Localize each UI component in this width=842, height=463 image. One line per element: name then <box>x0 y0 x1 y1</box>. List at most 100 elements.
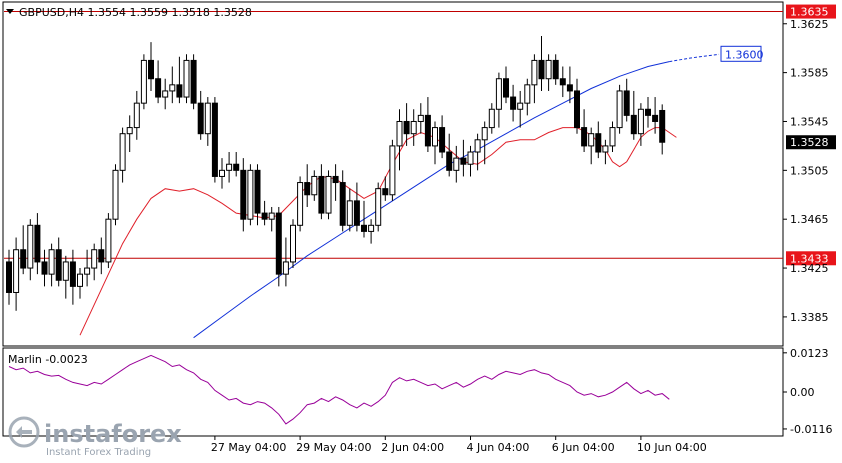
candle-50 <box>361 200 367 238</box>
candle-23 <box>169 66 176 104</box>
candle-body <box>581 127 588 147</box>
candle-68 <box>488 103 495 134</box>
candle-body <box>311 175 318 196</box>
candle-body <box>588 133 595 147</box>
level-label-bg-0 <box>786 4 836 19</box>
candle-70 <box>503 66 509 104</box>
candle-body <box>474 139 481 153</box>
candle-body <box>282 261 289 275</box>
candle-66 <box>474 133 481 171</box>
candle-91 <box>652 97 659 134</box>
level-label-0: 1.3635 <box>790 6 829 19</box>
candle-84 <box>602 139 609 165</box>
marlin-tick-label-2: -0.0116 <box>790 423 832 436</box>
candle-36 <box>261 200 268 226</box>
candle-52 <box>375 182 382 232</box>
candle-body <box>503 78 509 98</box>
candle-73 <box>524 78 531 116</box>
candle-71 <box>510 84 517 122</box>
candle-body <box>538 59 545 80</box>
candle-body <box>552 59 559 80</box>
chart-menu-triangle-icon[interactable] <box>6 9 14 14</box>
marlin-tick-label-0: 0.0123 <box>790 347 829 360</box>
candle-body <box>62 261 69 281</box>
candle-25 <box>183 54 190 104</box>
candle-body <box>446 151 453 171</box>
candle-34 <box>247 164 254 226</box>
candle-body <box>261 212 268 220</box>
candle-47 <box>339 170 346 232</box>
candle-62 <box>446 133 453 177</box>
candle-27 <box>197 90 204 140</box>
candle-body <box>403 120 410 135</box>
candle-17 <box>126 115 133 153</box>
current-price-label-bg <box>786 135 836 150</box>
candle-body <box>112 169 119 220</box>
candle-43 <box>311 170 318 201</box>
level-label-1: 1.3433 <box>790 252 829 265</box>
candle-body <box>247 169 254 220</box>
candle-80 <box>574 78 580 134</box>
candle-body <box>297 182 304 226</box>
candle-body <box>574 90 580 129</box>
candle-54 <box>389 139 396 201</box>
candle-88 <box>630 90 637 140</box>
candle-body <box>481 127 488 141</box>
candle-body <box>602 145 609 153</box>
candle-49 <box>353 182 360 232</box>
candle-48 <box>346 188 353 232</box>
candle-21 <box>155 60 162 104</box>
candle-body <box>432 127 438 147</box>
candle-44 <box>318 164 325 220</box>
time-tick-label-4: 6 Jun 04:00 <box>552 441 615 454</box>
time-tick-label-1: 29 May 04:00 <box>296 441 371 454</box>
candle-58 <box>417 103 424 134</box>
candle-40 <box>290 219 296 269</box>
candle-body <box>439 127 446 153</box>
current-price-label: 1.3528 <box>790 136 829 149</box>
candle-body <box>609 127 616 147</box>
candle-body <box>361 224 367 232</box>
candle-body <box>368 224 375 232</box>
price-panel-frame <box>2 1 784 347</box>
candle-body <box>169 84 176 92</box>
candle-body <box>616 90 623 129</box>
candle-body <box>226 163 233 171</box>
candle-body <box>318 175 325 214</box>
candle-body <box>517 102 524 110</box>
candle-1 <box>13 237 20 311</box>
price-tick-label-4: 1.3465 <box>790 213 829 226</box>
candle-body <box>417 114 424 122</box>
candle-body <box>325 175 332 214</box>
candle-32 <box>233 152 240 177</box>
candle-64 <box>460 139 467 177</box>
candle-28 <box>204 97 211 146</box>
candle-body <box>645 108 651 116</box>
price-tick-label-3: 1.3505 <box>790 164 829 177</box>
candle-body <box>126 127 133 135</box>
candle-74 <box>531 54 538 104</box>
candle-body <box>119 133 126 171</box>
candle-body <box>623 90 630 116</box>
candle-body <box>382 188 389 196</box>
candle-body <box>353 200 360 226</box>
price-tick-label-0: 1.3625 <box>790 18 829 31</box>
price-tick-label-2: 1.3545 <box>790 115 829 128</box>
candle-body <box>396 120 403 147</box>
candle-body <box>566 84 573 92</box>
level-label-bg-1 <box>786 251 836 266</box>
candle-56 <box>403 103 410 146</box>
candle-body <box>148 59 154 80</box>
candle-body <box>162 90 169 98</box>
candle-86 <box>616 84 623 134</box>
candle-body <box>389 145 396 196</box>
candle-59 <box>424 97 431 153</box>
candle-body <box>659 109 666 143</box>
candle-body <box>13 249 20 293</box>
time-tick-label-2: 2 Jun 04:00 <box>381 441 444 454</box>
candle-body <box>559 78 566 86</box>
candle-body <box>637 108 644 135</box>
candle-body <box>290 224 296 263</box>
